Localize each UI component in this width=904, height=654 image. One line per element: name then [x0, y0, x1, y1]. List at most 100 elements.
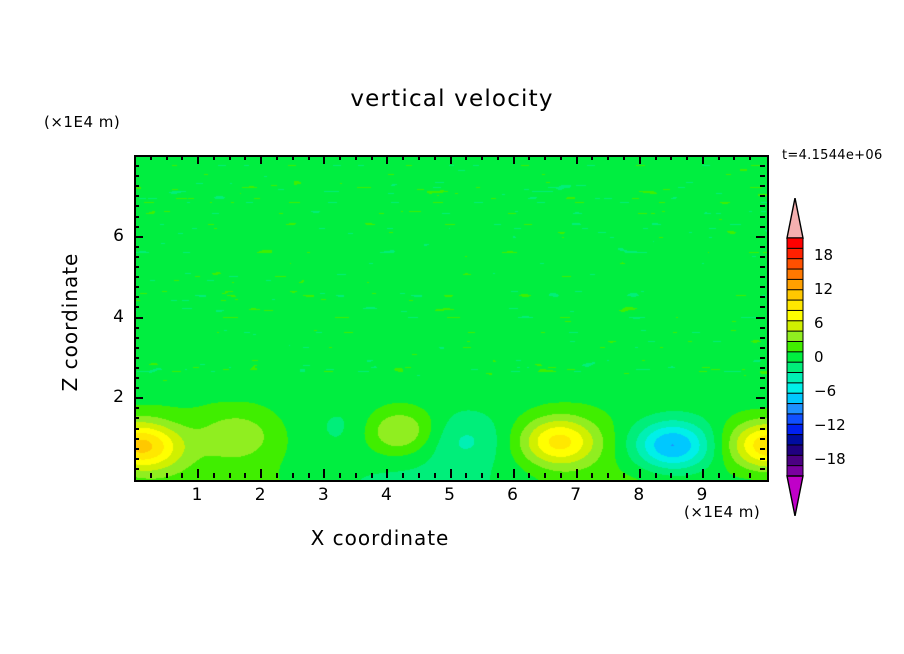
x-tick-inner-bottom	[702, 469, 704, 478]
colorbar-under-cap	[786, 475, 804, 516]
y-tick-inner-left	[134, 246, 139, 248]
x-tick-inner-top	[418, 155, 420, 160]
y-tick-inner-right	[760, 448, 765, 450]
x-tick-label: 7	[570, 485, 582, 505]
x-tick-inner-bottom	[733, 473, 735, 478]
y-tick-inner-right	[760, 458, 765, 460]
x-tick-inner-bottom	[371, 473, 373, 478]
y-tick-inner-right	[760, 226, 765, 228]
y-tick-inner-right	[760, 185, 765, 187]
x-axis-unit-label: (×1E4 m)	[684, 503, 761, 521]
y-tick-inner-left	[134, 468, 139, 470]
x-tick-inner-bottom	[292, 473, 294, 478]
x-tick-inner-bottom	[718, 473, 720, 478]
colorbar-band	[786, 258, 804, 271]
y-tick-label: 4	[113, 306, 124, 327]
y-tick-inner-right	[760, 306, 765, 308]
y-tick-inner-right	[760, 357, 765, 359]
x-tick-inner-top	[181, 155, 183, 160]
y-tick-inner-left	[134, 377, 139, 379]
y-tick-inner-left	[134, 417, 139, 419]
x-tick-inner-bottom	[670, 473, 672, 478]
x-tick-inner-bottom	[181, 473, 183, 478]
colorbar	[782, 198, 808, 516]
x-tick-inner-bottom	[576, 469, 578, 478]
colorbar-band	[786, 340, 804, 353]
x-tick-inner-bottom	[655, 473, 657, 478]
colorbar-band	[786, 268, 804, 281]
y-tick-inner-left	[134, 165, 139, 167]
colorbar-tick-label: −18	[814, 450, 846, 468]
colorbar-band	[786, 372, 804, 384]
y-tick-inner-right	[760, 468, 765, 470]
y-tick-inner-right	[760, 205, 765, 207]
y-tick-inner-right	[760, 327, 765, 329]
x-tick-label: 1	[191, 485, 203, 505]
y-tick-inner-left	[134, 407, 139, 409]
x-tick-inner-bottom	[497, 473, 499, 478]
y-tick-inner-right	[760, 428, 765, 430]
x-tick-label: 9	[696, 485, 708, 505]
y-tick-inner-left	[134, 256, 139, 258]
x-tick-inner-top	[339, 155, 341, 160]
x-tick-label: 6	[507, 485, 518, 505]
y-tick-inner-left	[134, 276, 139, 278]
colorbar-tick-label: 18	[814, 246, 834, 264]
y-tick-inner-left	[134, 226, 139, 228]
colorbar-band	[786, 361, 804, 374]
x-tick-inner-bottom	[686, 473, 688, 478]
y-tick-inner-right	[760, 347, 765, 349]
x-tick-inner-top	[244, 155, 246, 160]
colorbar-band	[786, 309, 804, 322]
colorbar-band	[786, 237, 804, 250]
x-tick-inner-top	[497, 155, 499, 160]
x-tick-inner-bottom	[166, 473, 168, 478]
colorbar-band	[786, 247, 804, 260]
x-tick-inner-top	[670, 155, 672, 160]
x-tick-inner-bottom	[229, 473, 231, 478]
y-tick-inner-left	[134, 337, 139, 339]
colorbar-band	[786, 403, 804, 416]
page-title: vertical velocity	[350, 86, 554, 112]
y-tick-inner-right	[760, 216, 765, 218]
y-tick-inner-left	[134, 286, 139, 288]
y-tick-inner-right	[760, 175, 765, 177]
y-tick-inner-right	[760, 407, 765, 409]
y-tick-inner-right	[760, 246, 765, 248]
y-tick-inner-right	[756, 397, 765, 399]
colorbar-band	[786, 289, 804, 302]
y-tick-inner-left	[134, 205, 139, 207]
x-tick-inner-bottom	[197, 469, 199, 478]
x-tick-inner-bottom	[560, 473, 562, 478]
x-tick-inner-top	[450, 155, 452, 164]
x-tick-inner-top	[308, 155, 310, 160]
x-tick-label: 8	[633, 485, 645, 505]
y-tick-inner-right	[760, 256, 765, 258]
y-tick-inner-left	[134, 296, 139, 298]
y-axis-unit-label: (×1E4 m)	[44, 113, 121, 131]
x-tick-inner-top	[323, 155, 325, 164]
x-tick-inner-top	[702, 155, 704, 164]
x-tick-inner-bottom	[465, 473, 467, 478]
x-tick-inner-top	[213, 155, 215, 160]
x-tick-inner-bottom	[639, 469, 641, 478]
x-tick-inner-top	[749, 155, 751, 160]
y-tick-inner-left	[134, 216, 139, 218]
y-tick-inner-left	[134, 306, 139, 308]
x-tick-inner-bottom	[260, 469, 262, 478]
x-tick-inner-top	[292, 155, 294, 160]
x-tick-inner-top	[528, 155, 530, 160]
y-tick-inner-left	[134, 185, 139, 187]
colorbar-band	[786, 320, 804, 333]
x-tick-inner-top	[544, 155, 546, 160]
y-tick-inner-right	[760, 337, 765, 339]
y-axis-title: Z coordinate	[58, 252, 82, 392]
x-tick-inner-top	[513, 155, 515, 164]
y-tick-inner-left	[134, 448, 139, 450]
colorbar-band	[786, 423, 804, 436]
x-tick-inner-bottom	[749, 473, 751, 478]
y-tick-inner-right	[760, 296, 765, 298]
x-tick-inner-bottom	[607, 473, 609, 478]
y-tick-label: 2	[113, 387, 124, 408]
y-tick-inner-left	[134, 367, 139, 369]
